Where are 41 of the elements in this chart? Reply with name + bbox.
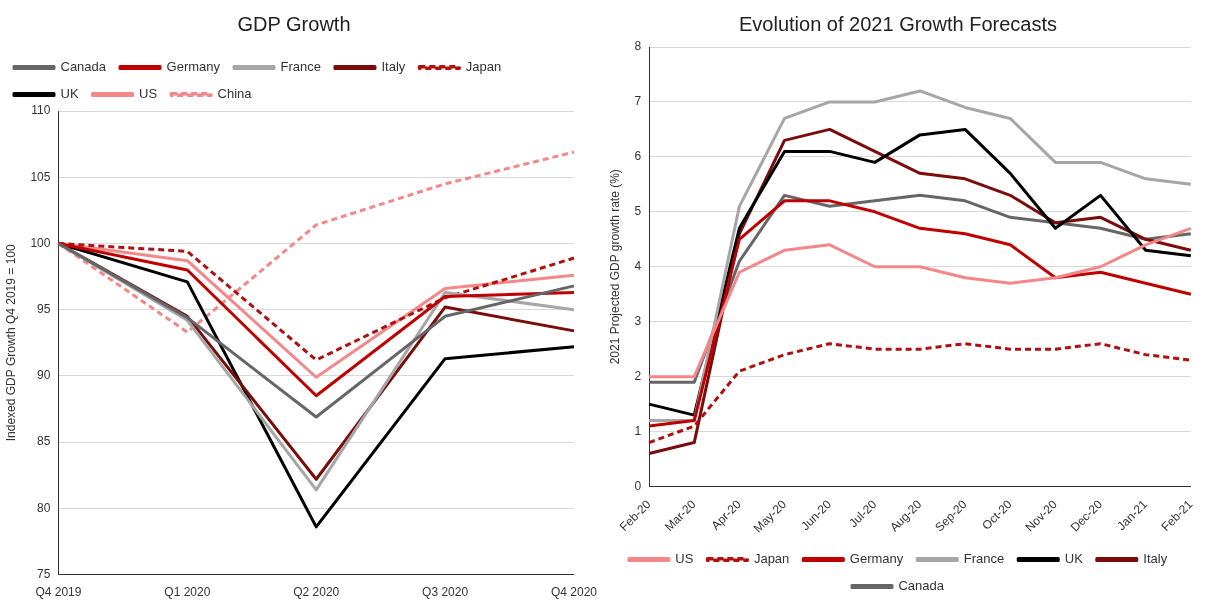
y-tick-label: 90 bbox=[37, 368, 51, 383]
y-tick-label: 0 bbox=[634, 478, 642, 493]
legend-label: Germany bbox=[166, 59, 221, 75]
legend-label: China bbox=[217, 86, 253, 102]
y-axis-title: 2021 Projected GDP growth rate (%) bbox=[607, 169, 622, 365]
legend-label: UK bbox=[60, 86, 79, 102]
legend-label: Germany bbox=[849, 551, 904, 567]
legend-label: US bbox=[675, 551, 694, 567]
legend-label: Canada bbox=[60, 59, 107, 75]
y-tick-label: 5 bbox=[634, 204, 642, 219]
y-tick-label: 6 bbox=[634, 149, 642, 164]
x-tick-label: Q4 2020 bbox=[550, 585, 598, 600]
y-tick-label: 110 bbox=[31, 103, 51, 118]
y-tick-label: 100 bbox=[30, 235, 51, 250]
x-tick-label: Q3 2020 bbox=[422, 585, 469, 600]
y-axis-title: Indexed GDP Growth Q4 2019 = 100 bbox=[3, 244, 18, 442]
legend-label: Canada bbox=[898, 578, 945, 594]
x-tick-label: Q1 2020 bbox=[164, 585, 211, 600]
x-tick-label: Q4 2019 bbox=[35, 585, 82, 600]
legend-label: Italy bbox=[381, 59, 406, 75]
y-tick-label: 1 bbox=[634, 423, 642, 438]
y-tick-label: 8 bbox=[634, 39, 642, 54]
legend-label: UK bbox=[1064, 551, 1084, 567]
y-tick-label: 75 bbox=[37, 566, 51, 581]
y-tick-label: 80 bbox=[37, 500, 51, 515]
y-tick-label: 2 bbox=[634, 368, 642, 383]
chart-title: GDP Growth bbox=[237, 12, 351, 35]
legend-label: US bbox=[139, 86, 158, 102]
y-tick-label: 95 bbox=[37, 302, 51, 316]
y-tick-label: 85 bbox=[37, 434, 51, 449]
x-tick-label: Q2 2020 bbox=[293, 585, 340, 600]
y-tick-label: 7 bbox=[634, 94, 642, 109]
y-tick-label: 3 bbox=[634, 314, 642, 329]
legend-label: France bbox=[963, 551, 1005, 567]
legend-label: France bbox=[280, 59, 321, 75]
chart-title: Evolution of 2021 Growth Forecasts bbox=[739, 12, 1057, 35]
legend-label: Italy bbox=[1143, 551, 1168, 567]
legend-label: Japan bbox=[465, 59, 502, 75]
legend-label: Japan bbox=[753, 551, 790, 567]
y-tick-label: 4 bbox=[634, 259, 642, 274]
y-tick-label: 105 bbox=[30, 169, 51, 184]
